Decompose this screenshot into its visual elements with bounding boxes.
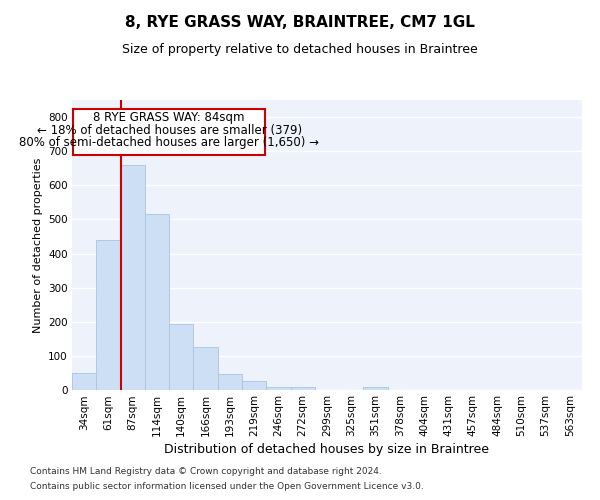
Bar [96, 240, 121, 390]
Text: Contains HM Land Registry data © Crown copyright and database right 2024.: Contains HM Land Registry data © Crown c… [30, 467, 382, 476]
Bar [193, 348, 218, 390]
Text: 8, RYE GRASS WAY, BRAINTREE, CM7 1GL: 8, RYE GRASS WAY, BRAINTREE, CM7 1GL [125, 15, 475, 30]
Text: Size of property relative to detached houses in Braintree: Size of property relative to detached ho… [122, 42, 478, 56]
Bar [218, 374, 242, 390]
Bar [169, 324, 193, 390]
Bar [72, 373, 96, 390]
Text: Contains public sector information licensed under the Open Government Licence v3: Contains public sector information licen… [30, 482, 424, 491]
Bar [242, 382, 266, 390]
FancyBboxPatch shape [73, 108, 265, 156]
Bar [266, 386, 290, 390]
Bar [290, 386, 315, 390]
Text: ← 18% of detached houses are smaller (379): ← 18% of detached houses are smaller (37… [37, 124, 302, 136]
Text: 80% of semi-detached houses are larger (1,650) →: 80% of semi-detached houses are larger (… [19, 136, 319, 149]
Text: Distribution of detached houses by size in Braintree: Distribution of detached houses by size … [164, 442, 490, 456]
Text: 8 RYE GRASS WAY: 84sqm: 8 RYE GRASS WAY: 84sqm [94, 110, 245, 124]
Bar [121, 165, 145, 390]
Bar [364, 386, 388, 390]
Y-axis label: Number of detached properties: Number of detached properties [32, 158, 43, 332]
Bar [145, 214, 169, 390]
